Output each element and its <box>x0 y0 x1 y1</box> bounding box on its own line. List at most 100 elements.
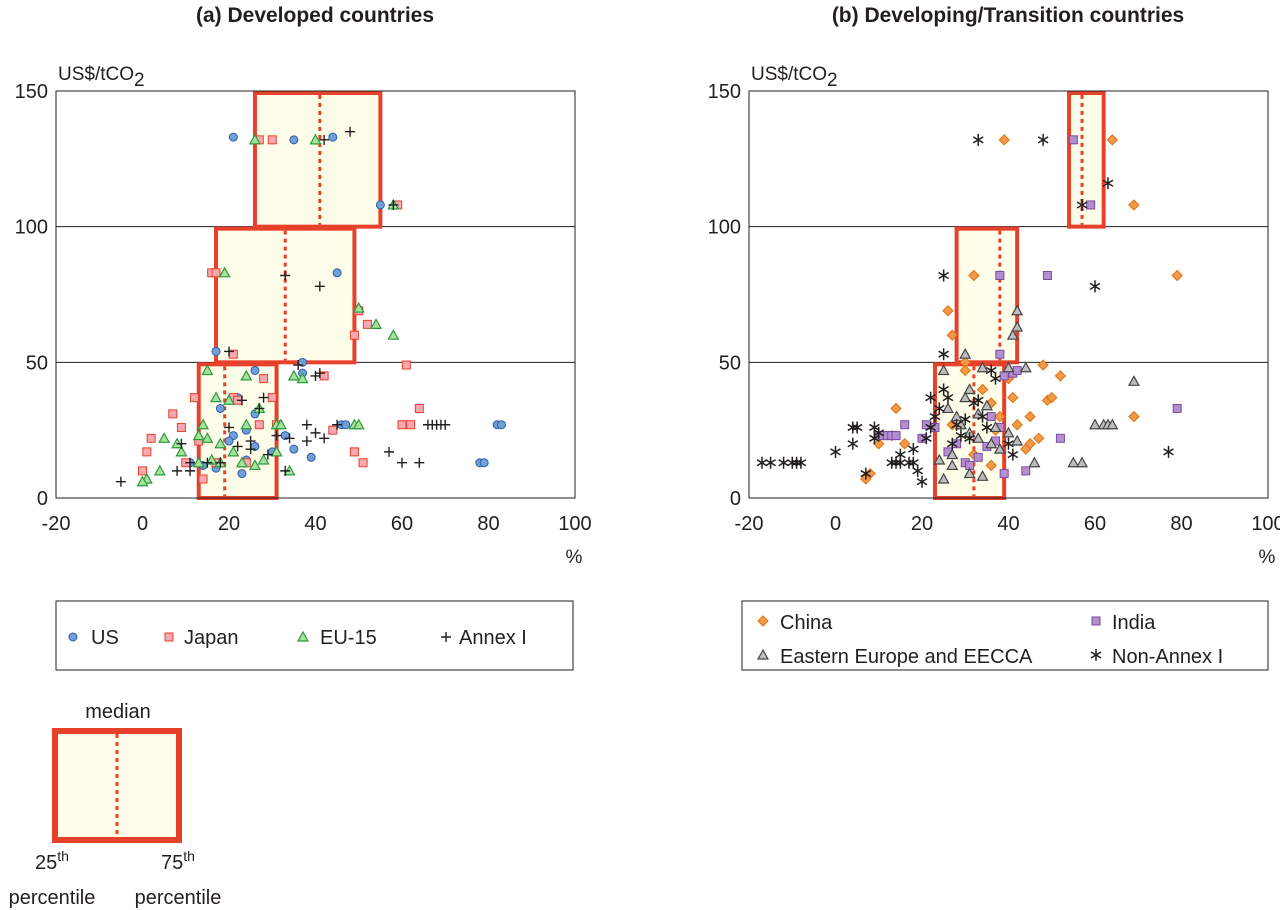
data-point <box>999 469 1009 479</box>
data-point <box>259 374 269 384</box>
data-point <box>985 364 997 377</box>
data-point <box>271 430 282 441</box>
data-point <box>287 369 300 381</box>
data-point <box>898 438 911 450</box>
box-key: median 25th percentile 75th percentile <box>9 701 222 909</box>
data-point <box>388 199 399 210</box>
data-point <box>894 448 906 461</box>
panel-a-ylabel: US$/tCO2 <box>58 64 145 91</box>
data-point <box>795 456 807 469</box>
data-point <box>873 426 885 439</box>
data-point <box>248 459 261 471</box>
legend-annex1-label: Annex I <box>459 627 527 649</box>
data-point <box>791 456 802 469</box>
data-point <box>254 420 264 430</box>
data-point <box>189 393 199 403</box>
data-point <box>985 459 997 472</box>
data-point <box>765 456 777 469</box>
data-point <box>955 429 967 442</box>
data-point <box>1128 410 1140 423</box>
data-point <box>1128 199 1140 211</box>
legend-china-marker <box>757 615 769 627</box>
legend-nonannex-marker <box>1090 649 1102 661</box>
data-point <box>1046 391 1058 404</box>
data-point <box>115 476 126 487</box>
data-point <box>1024 438 1036 450</box>
data-point <box>240 369 253 381</box>
data-point <box>1172 403 1182 413</box>
data-point <box>1089 280 1101 293</box>
data-point <box>328 425 338 435</box>
legend-nonannex-label: Non-Annex I <box>1112 646 1223 668</box>
data-point <box>1054 370 1067 382</box>
data-point <box>362 319 372 329</box>
data-point <box>1171 269 1183 282</box>
data-point <box>977 410 988 423</box>
data-point <box>227 445 240 457</box>
data-point <box>959 391 972 403</box>
data-point <box>941 402 954 414</box>
data-point <box>310 370 321 381</box>
panel-b-yticks: 0 50 100 150 <box>708 81 741 510</box>
data-point <box>185 457 196 468</box>
data-point <box>211 268 221 278</box>
data-point <box>224 436 234 446</box>
data-point <box>1068 135 1078 145</box>
x-tick-label: 20 <box>218 513 240 535</box>
data-point <box>1011 434 1024 446</box>
data-point <box>963 467 976 479</box>
data-point <box>912 464 924 477</box>
data-point <box>860 467 872 480</box>
legend-annex1-marker <box>441 632 451 642</box>
data-point <box>224 346 234 357</box>
data-point <box>985 437 998 449</box>
x-tick-label: 0 <box>137 513 148 535</box>
data-point <box>358 458 368 468</box>
data-point <box>172 465 183 476</box>
data-point <box>201 432 214 443</box>
iqr-box <box>196 362 279 501</box>
data-point <box>293 360 304 371</box>
data-point <box>215 457 226 468</box>
data-point <box>289 135 299 145</box>
data-point <box>1006 328 1019 340</box>
data-point <box>1088 418 1102 430</box>
data-point <box>211 346 221 356</box>
legend-japan-label: Japan <box>184 627 239 649</box>
data-point <box>990 372 1001 385</box>
data-point <box>1007 448 1019 461</box>
x-tick-label: 60 <box>1084 513 1106 535</box>
data-point <box>314 368 325 379</box>
data-point <box>1055 433 1065 443</box>
data-point <box>370 318 383 329</box>
data-point <box>851 421 863 434</box>
data-point <box>301 419 312 430</box>
data-point <box>998 134 1010 146</box>
legend-eu15-marker <box>296 630 310 642</box>
data-point <box>891 431 901 441</box>
legend-developed: US Japan EU-15 Annex I <box>55 600 574 671</box>
x-tick-label: 20 <box>911 513 933 535</box>
data-point <box>916 475 928 488</box>
data-point <box>332 268 342 278</box>
data-point <box>153 464 166 476</box>
legend-india-symbol <box>1091 616 1101 626</box>
data-point <box>946 329 958 341</box>
data-point <box>280 465 291 476</box>
legend-eeeca-symbol <box>756 648 770 660</box>
data-point <box>341 420 351 430</box>
data-point <box>328 132 338 142</box>
x-tick-label: 60 <box>391 513 413 535</box>
data-point <box>873 438 885 450</box>
panel-b-points <box>756 133 1183 488</box>
data-point <box>175 445 188 457</box>
data-point <box>136 475 149 487</box>
data-point <box>267 135 277 145</box>
data-point <box>995 349 1005 359</box>
data-point <box>756 456 768 469</box>
legend-nonannex-symbol <box>1090 649 1102 661</box>
box-key-median-label: median <box>85 701 151 723</box>
data-point <box>349 447 359 457</box>
data-point <box>296 372 309 384</box>
data-point <box>248 133 261 145</box>
